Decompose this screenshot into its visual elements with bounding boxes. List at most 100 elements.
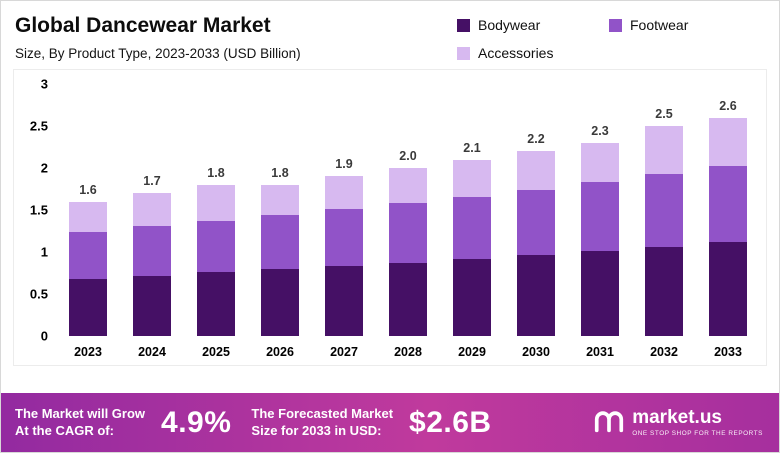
y-axis-label: 1.5 xyxy=(29,202,48,218)
bar-segment-footwear xyxy=(581,182,619,252)
bar-segment-bodywear xyxy=(709,241,747,336)
bar-segment-footwear xyxy=(453,196,491,259)
chart: 3 2.5 2 1.5 1 0.5 0 1.6 1.7 1.8 1.8 1.9 2.0 2.1 2.2 2.… xyxy=(13,69,767,366)
bar-total-label: 1.7 xyxy=(143,174,161,189)
bar-segment-accessories xyxy=(133,193,171,226)
bar-segment-footwear xyxy=(69,231,107,279)
bar-segment-accessories xyxy=(581,142,619,183)
bar-total-label: 2.6 xyxy=(719,98,737,113)
bar-segment-bodywear xyxy=(517,254,555,336)
footer-banner: The Market will Grow At the CAGR of: 4.9… xyxy=(1,393,779,452)
x-axis-label: 2024 xyxy=(138,345,166,359)
legend-item-footwear: Footwear xyxy=(609,17,757,33)
bar-column: 1.7 xyxy=(120,84,184,336)
forecast-label: The Forecasted Market Size for 2033 in U… xyxy=(251,405,394,438)
legend-swatch xyxy=(609,18,622,32)
x-axis: 2023 2024 2025 2026 2027 2028 2029 2030 2031 2032… xyxy=(56,336,760,359)
page-subtitle: Size, By Product Type, 2023-2033 (USD Bi… xyxy=(15,46,301,61)
legend-item-accessories: Accessories xyxy=(457,45,605,61)
bar-column: 2.1 xyxy=(440,84,504,336)
legend-label: Accessories xyxy=(478,45,554,61)
brand-text: market.us ONE STOP SHOP FOR THE REPORTS xyxy=(632,406,763,438)
bar-segment-bodywear xyxy=(581,251,619,336)
bar-segment-footwear xyxy=(389,203,427,263)
bar-segment-accessories xyxy=(325,176,363,210)
legend-label: Footwear xyxy=(630,17,689,33)
bar-segment-accessories xyxy=(709,117,747,167)
x-axis-label: 2033 xyxy=(714,345,742,359)
stacked-bar xyxy=(389,168,427,336)
legend-item-bodywear: Bodywear xyxy=(457,17,605,33)
y-axis-label: 0 xyxy=(40,328,48,344)
x-axis-label: 2031 xyxy=(586,345,614,359)
bar-column: 2.0 xyxy=(376,84,440,336)
bar-segment-footwear xyxy=(517,189,555,255)
y-axis-label: 1 xyxy=(40,244,48,260)
bar-total-label: 1.8 xyxy=(271,165,289,180)
y-axis-label: 0.5 xyxy=(29,286,48,302)
bar-segment-footwear xyxy=(197,220,235,273)
bar-segment-footwear xyxy=(133,225,171,276)
bar-segment-accessories xyxy=(453,159,491,197)
legend-swatch xyxy=(457,46,470,60)
bar-column: 2.5 xyxy=(632,84,696,336)
bar-total-label: 1.9 xyxy=(335,157,353,172)
cagr-label: The Market will Grow At the CAGR of: xyxy=(15,405,146,438)
bar-segment-footwear xyxy=(325,209,363,267)
bar-segment-accessories xyxy=(645,126,683,174)
bar-segment-accessories xyxy=(261,184,299,216)
y-axis: 3 2.5 2 1.5 1 0.5 0 xyxy=(16,77,56,344)
bar-total-label: 2.1 xyxy=(463,140,481,155)
bar-total-label: 2.0 xyxy=(399,149,417,164)
legend-label: Bodywear xyxy=(478,17,541,33)
stacked-bar xyxy=(645,126,683,336)
y-axis-label: 2 xyxy=(40,160,48,176)
bar-segment-bodywear xyxy=(133,275,171,336)
bar-column: 2.2 xyxy=(504,84,568,336)
brand-tagline: ONE STOP SHOP FOR THE REPORTS xyxy=(632,430,763,438)
forecast-value: $2.6B xyxy=(409,405,492,439)
cagr-value: 4.9% xyxy=(161,405,232,439)
stacked-bar xyxy=(517,151,555,336)
bar-segment-accessories xyxy=(197,184,235,221)
stacked-bar xyxy=(325,176,363,336)
bar-segment-footwear xyxy=(261,215,299,269)
bar-total-label: 1.8 xyxy=(207,165,225,180)
bar-segment-accessories xyxy=(69,201,107,232)
legend: Bodywear Footwear Accessories xyxy=(457,14,757,61)
bar-total-label: 2.3 xyxy=(591,123,609,138)
x-axis-label: 2030 xyxy=(522,345,550,359)
bar-segment-bodywear xyxy=(453,258,491,336)
stacked-bar xyxy=(453,159,491,336)
bar-total-label: 2.2 xyxy=(527,132,545,147)
bar-segment-accessories xyxy=(517,151,555,190)
y-axis-label: 3 xyxy=(40,76,48,92)
plot-area: 1.6 1.7 1.8 1.8 1.9 2.0 2.1 2.2 2.3 2.5 2.6 xyxy=(56,84,760,336)
bar-column: 1.6 xyxy=(56,84,120,336)
brand-name: market.us xyxy=(632,406,722,428)
stacked-bar xyxy=(581,142,619,336)
bar-segment-bodywear xyxy=(389,262,427,336)
x-axis-label: 2027 xyxy=(330,345,358,359)
y-axis-label: 2.5 xyxy=(29,118,48,134)
x-axis-label: 2029 xyxy=(458,345,486,359)
stacked-bar xyxy=(69,201,107,336)
bar-segment-footwear xyxy=(709,166,747,242)
bar-column: 1.9 xyxy=(312,84,376,336)
bar-column: 2.3 xyxy=(568,84,632,336)
brand-block: market.us ONE STOP SHOP FOR THE REPORTS xyxy=(593,407,763,439)
market-us-logo-icon xyxy=(593,407,625,439)
bar-segment-accessories xyxy=(389,168,427,204)
header: Global Dancewear Market Size, By Product… xyxy=(1,1,779,61)
bar-total-label: 2.5 xyxy=(655,107,673,122)
bar-segment-bodywear xyxy=(261,268,299,336)
stacked-bar xyxy=(261,184,299,336)
bar-column: 1.8 xyxy=(248,84,312,336)
bar-segment-footwear xyxy=(645,173,683,247)
bar-segment-bodywear xyxy=(645,246,683,336)
bar-segment-bodywear xyxy=(325,266,363,336)
x-axis-label: 2025 xyxy=(202,345,230,359)
x-axis-label: 2023 xyxy=(74,345,102,359)
x-axis-label: 2026 xyxy=(266,345,294,359)
